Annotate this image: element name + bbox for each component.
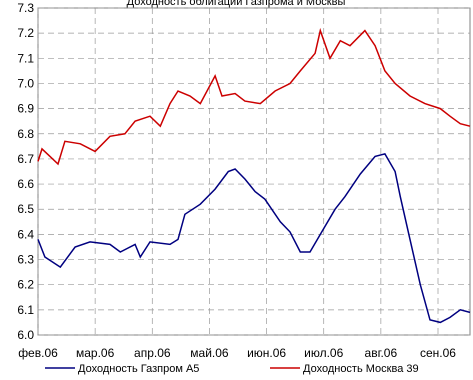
x-tick-label: авг.06 <box>365 346 398 360</box>
series-line <box>37 153 471 324</box>
legend-label: Доходность Газпром А5 <box>78 363 199 375</box>
y-tick-label: 7.1 <box>17 51 34 65</box>
y-tick-label: 6.1 <box>17 303 34 317</box>
chart-title: Доходность облигаций Газпрома и Москвы <box>127 0 346 8</box>
y-tick-label: 6.8 <box>17 127 34 141</box>
legend-label: Доходность Москва 39 <box>303 363 419 375</box>
x-tick-label: сен.06 <box>420 346 456 360</box>
y-tick-label: 6.5 <box>17 202 34 216</box>
y-tick-label: 6.0 <box>17 328 34 342</box>
x-tick-label: апр.06 <box>134 346 171 360</box>
y-tick-label: 6.7 <box>17 152 34 166</box>
x-tick-label: фев.06 <box>18 346 58 360</box>
y-tick-label: 6.9 <box>17 102 34 116</box>
y-tick-label: 7.0 <box>17 76 34 90</box>
x-tick-label: июл.06 <box>304 346 343 360</box>
y-tick-label: 6.6 <box>17 177 34 191</box>
series-line <box>37 27 471 166</box>
x-tick-label: июн.06 <box>247 346 286 360</box>
plot-area <box>37 7 471 336</box>
y-tick-label: 7.3 <box>17 1 34 15</box>
y-tick-label: 7.2 <box>17 26 34 40</box>
x-tick-label: май.06 <box>190 346 229 360</box>
x-tick-label: мар.06 <box>76 346 115 360</box>
y-tick-label: 6.4 <box>17 227 34 241</box>
y-tick-label: 6.3 <box>17 253 34 267</box>
y-tick-label: 6.2 <box>17 278 34 292</box>
